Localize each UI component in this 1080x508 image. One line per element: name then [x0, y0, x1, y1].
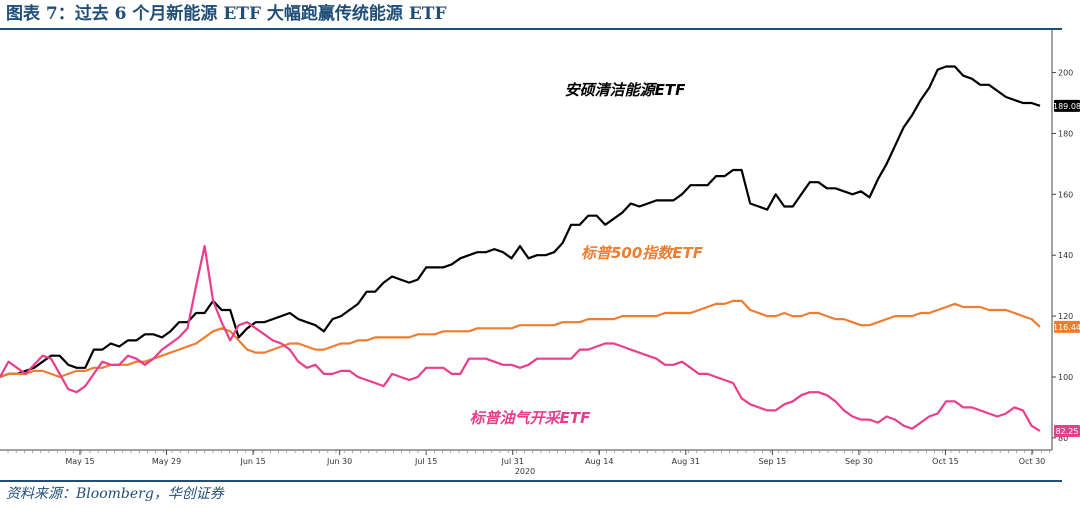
y-tick-label: 180 — [1058, 129, 1073, 138]
y-tick-label: 120 — [1058, 312, 1073, 321]
end-value-tag-text: 82.25 — [1056, 427, 1079, 436]
x-tick-label: Oct 15 — [932, 457, 959, 466]
end-value-tag-bg — [1054, 320, 1080, 333]
series-name-label: 安硕清洁能源ETF — [565, 81, 686, 99]
series-line-1 — [0, 299, 1041, 379]
source-note: 资料来源：Bloomberg，华创证券 — [6, 486, 224, 502]
x-year-label: 2020 — [515, 467, 535, 476]
end-value-tag-text: 116.44 — [1053, 323, 1080, 332]
series-line-2 — [0, 245, 1041, 432]
series-name-label: 标普500指数ETF — [581, 244, 704, 262]
series-name-label: 标普油气开采ETF — [470, 409, 591, 427]
x-tick-label: Jul 31 — [501, 457, 524, 466]
x-tick-label: Jul 15 — [414, 457, 437, 466]
figure-title: 图表 7：过去 6 个月新能源 ETF 大幅跑赢传统能源 ETF — [6, 4, 447, 24]
x-tick-label: May 29 — [152, 457, 181, 466]
chart-end-value-tags: 189.08 116.44 82.25 — [1053, 99, 1080, 437]
series-line-0 — [0, 65, 1041, 379]
chart-series-labels: 安硕清洁能源ETF 标普500指数ETF 标普油气开采ETF — [470, 81, 704, 427]
x-tick-label: Oct 30 — [1019, 457, 1046, 466]
y-tick-label: 160 — [1058, 190, 1073, 199]
source-divider — [0, 480, 1062, 482]
x-tick-label: Aug 31 — [672, 457, 700, 466]
x-tick-label: May 15 — [65, 457, 94, 466]
line-chart: 80 100 120 140 160 180 200 May 15 May 29 Jun 15 Ju… — [0, 30, 1080, 476]
y-tick-label: 140 — [1058, 251, 1073, 260]
chart-series-lines — [0, 65, 1041, 432]
x-tick-label: Jun 15 — [239, 457, 265, 466]
y-tick-label: 200 — [1058, 69, 1073, 78]
x-tick-label: Jun 30 — [326, 457, 352, 466]
chart-axes: 80 100 120 140 160 180 200 May 15 May 29 Jun 15 Ju… — [0, 30, 1073, 476]
end-value-tag-bg — [1054, 99, 1080, 112]
x-tick-label: Aug 14 — [585, 457, 613, 466]
y-tick-label: 80 — [1058, 434, 1068, 443]
end-value-tag-bg — [1054, 424, 1080, 437]
end-value-tag-text: 189.08 — [1053, 102, 1080, 111]
title-divider — [0, 28, 1062, 30]
x-tick-label: Sep 15 — [758, 457, 786, 466]
y-tick-label: 100 — [1058, 373, 1073, 382]
x-tick-label: Sep 30 — [845, 457, 873, 466]
